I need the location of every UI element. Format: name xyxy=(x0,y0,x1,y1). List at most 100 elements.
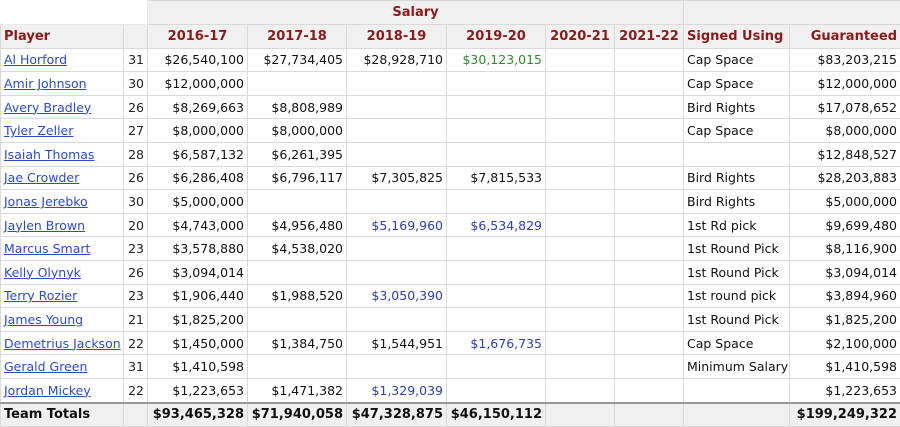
salary-cell xyxy=(347,72,447,96)
total-year: $46,150,112 xyxy=(447,403,546,427)
salary-cell: $6,796,117 xyxy=(248,166,347,190)
player-link[interactable]: James Young xyxy=(4,312,83,327)
salary-cell: $1,676,735 xyxy=(447,331,546,355)
guaranteed-cell: $12,848,527 xyxy=(790,142,900,166)
player-cell: Demetrius Jackson xyxy=(1,331,124,355)
age-cell: 22 xyxy=(124,378,148,402)
salary-overheader: Salary xyxy=(148,1,684,25)
salary-cell: $5,169,960 xyxy=(347,213,447,237)
player-cell: Jae Crowder xyxy=(1,166,124,190)
salary-cell xyxy=(546,331,615,355)
player-link[interactable]: Jonas Jerebko xyxy=(4,194,88,209)
player-link[interactable]: Gerald Green xyxy=(4,359,87,374)
salary-cell xyxy=(546,237,615,261)
player-cell: Isaiah Thomas xyxy=(1,142,124,166)
salary-cell xyxy=(447,190,546,214)
player-link[interactable]: Isaiah Thomas xyxy=(4,147,94,162)
salary-cell xyxy=(447,308,546,332)
player-cell: Avery Bradley xyxy=(1,95,124,119)
salary-cell xyxy=(248,190,347,214)
salary-cell xyxy=(347,260,447,284)
col-header-year[interactable]: 2017-18 xyxy=(248,25,347,49)
total-guaranteed: $199,249,322 xyxy=(790,403,900,427)
salary-cell xyxy=(615,260,684,284)
player-link[interactable]: Marcus Smart xyxy=(4,241,90,256)
player-link[interactable]: Tyler Zeller xyxy=(4,123,73,138)
salary-cell xyxy=(347,119,447,143)
salary-cell: $1,223,653 xyxy=(148,378,248,402)
player-link[interactable]: Avery Bradley xyxy=(4,100,91,115)
salary-cell xyxy=(546,260,615,284)
player-link[interactable]: Kelly Olynyk xyxy=(4,265,81,280)
salary-cell xyxy=(447,378,546,402)
player-cell: Jonas Jerebko xyxy=(1,190,124,214)
guaranteed-cell: $1,223,653 xyxy=(790,378,900,402)
salary-cell: $4,956,480 xyxy=(248,213,347,237)
signed-using-cell: 1st Rd pick xyxy=(684,213,790,237)
signed-using-cell: Bird Rights xyxy=(684,166,790,190)
salary-cell xyxy=(546,119,615,143)
age-cell: 31 xyxy=(124,355,148,379)
col-header-year[interactable]: 2018-19 xyxy=(347,25,447,49)
salary-cell: $27,734,405 xyxy=(248,48,347,72)
salary-cell xyxy=(615,166,684,190)
signed-using-cell: Cap Space xyxy=(684,331,790,355)
player-link[interactable]: Jordan Mickey xyxy=(4,383,91,398)
col-header-year[interactable]: 2021-22 xyxy=(615,25,684,49)
salary-cell xyxy=(615,142,684,166)
player-link[interactable]: Terry Rozier xyxy=(4,288,77,303)
salary-cell xyxy=(447,72,546,96)
salary-cell xyxy=(615,48,684,72)
salary-cell xyxy=(248,308,347,332)
salary-cell xyxy=(615,190,684,214)
player-link[interactable]: Jaylen Brown xyxy=(4,218,85,233)
salary-cell: $8,808,989 xyxy=(248,95,347,119)
salary-cell xyxy=(615,119,684,143)
salary-cell xyxy=(615,213,684,237)
salary-cell xyxy=(546,355,615,379)
total-year: $93,465,328 xyxy=(148,403,248,427)
salary-cell: $6,286,408 xyxy=(148,166,248,190)
salary-cell xyxy=(447,260,546,284)
salary-cell xyxy=(615,95,684,119)
salary-cell: $6,534,829 xyxy=(447,213,546,237)
player-link[interactable]: Al Horford xyxy=(4,52,67,67)
salary-cell xyxy=(546,213,615,237)
total-year xyxy=(546,403,615,427)
salary-cell xyxy=(546,308,615,332)
signed-using-cell: Cap Space xyxy=(684,72,790,96)
signed-using-cell xyxy=(684,378,790,402)
salary-cell xyxy=(248,355,347,379)
col-header-signed[interactable]: Signed Using xyxy=(684,25,790,49)
col-header-guaranteed[interactable]: Guaranteed xyxy=(790,25,900,49)
col-header-player[interactable]: Player xyxy=(1,25,124,49)
totals-age xyxy=(124,403,148,427)
col-header-year[interactable]: 2020-21 xyxy=(546,25,615,49)
totals-row: Team Totals $93,465,328 $71,940,058 $47,… xyxy=(1,403,900,427)
salary-cell xyxy=(248,260,347,284)
totals-signed xyxy=(684,403,790,427)
col-header-year[interactable]: 2016-17 xyxy=(148,25,248,49)
player-cell: Al Horford xyxy=(1,48,124,72)
signed-using-cell: 1st round pick xyxy=(684,284,790,308)
player-link[interactable]: Jae Crowder xyxy=(4,170,79,185)
salary-cell xyxy=(615,72,684,96)
age-cell: 26 xyxy=(124,95,148,119)
salary-cell xyxy=(615,378,684,402)
player-link[interactable]: Amir Johnson xyxy=(4,76,87,91)
salary-cell: $6,587,132 xyxy=(148,142,248,166)
age-cell: 23 xyxy=(124,284,148,308)
col-header-year[interactable]: 2019-20 xyxy=(447,25,546,49)
overheader-blank xyxy=(1,1,148,25)
age-cell: 21 xyxy=(124,308,148,332)
salary-cell xyxy=(347,95,447,119)
salary-cell xyxy=(347,237,447,261)
age-cell: 30 xyxy=(124,190,148,214)
player-link[interactable]: Demetrius Jackson xyxy=(4,336,121,351)
salary-cell: $7,815,533 xyxy=(447,166,546,190)
